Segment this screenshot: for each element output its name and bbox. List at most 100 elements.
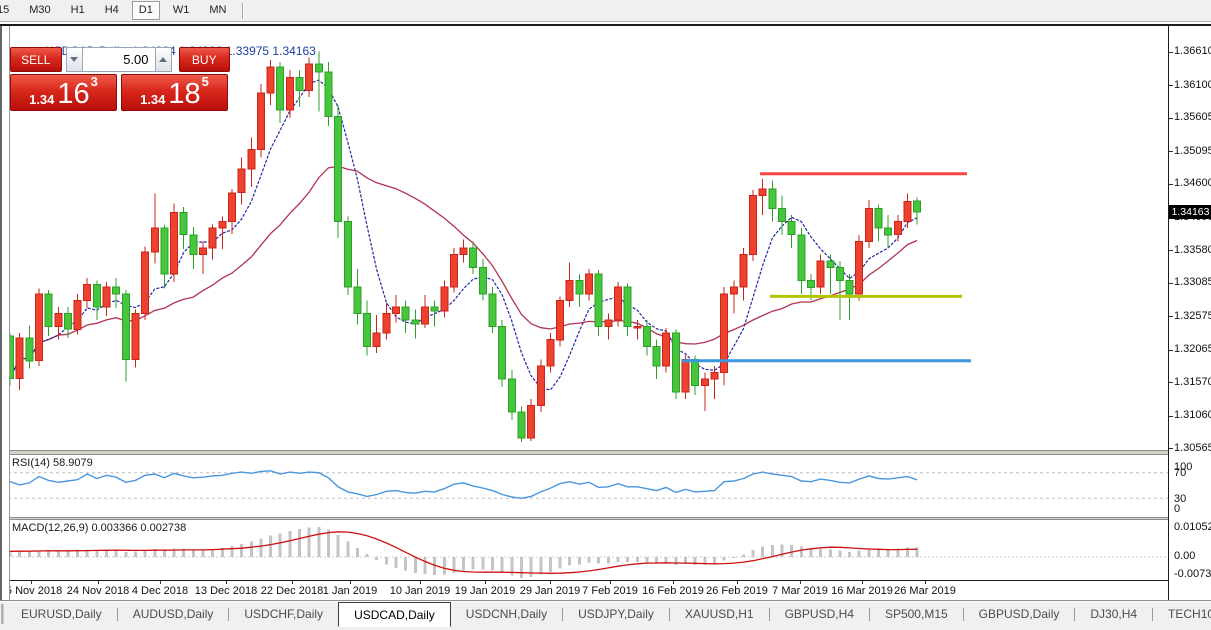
price-axis[interactable]: 1.366101.361001.356051.350951.346001.340… (1168, 26, 1211, 600)
timeframe-button-d1[interactable]: D1 (131, 1, 160, 20)
timeframe-button-h1[interactable]: H1 (70, 4, 85, 16)
buy-price-display[interactable]: 1.34 18 5 (121, 74, 228, 111)
tab-eurusd-daily[interactable]: EURUSD,Daily (21, 607, 102, 621)
buy-button[interactable]: BUY (178, 47, 230, 72)
price-tick (1169, 382, 1173, 383)
panel-separator[interactable] (0, 450, 1211, 455)
rsi-panel[interactable]: RSI(14) 58.9079 (8, 455, 1168, 517)
tab-usdchf-daily[interactable]: USDCHF,Daily (244, 607, 324, 621)
tab-separator (768, 607, 770, 621)
macd-scale-label: 0.00 (1174, 550, 1196, 562)
date-tick (31, 581, 32, 584)
date-tick (737, 581, 738, 584)
status-strip (0, 626, 1211, 630)
price-axis-label: 1.31570 (1174, 376, 1211, 388)
macd-scale-label: -0.0073 (1174, 568, 1211, 580)
price-axis-label: 1.35605 (1174, 111, 1211, 123)
price-axis-label: 1.35095 (1174, 145, 1211, 157)
buy-price-pips: 18 (168, 78, 201, 110)
timeframe-button-h4[interactable]: H4 (104, 4, 119, 16)
date-tick (925, 581, 926, 584)
date-axis-label: 7 Feb 2019 (582, 585, 638, 597)
rsi-scale-label: 30 (1174, 493, 1187, 505)
date-tick (550, 581, 551, 584)
tab-xauusd-h1[interactable]: XAUUSD,H1 (684, 607, 754, 621)
sell-price-base: 1.34 (29, 92, 55, 107)
price-axis-label: 1.30565 (1174, 442, 1211, 454)
tab-dj30-h4[interactable]: DJ30,H4 (1090, 607, 1138, 621)
date-axis-label: 26 Feb 2019 (706, 585, 768, 597)
tab-separator (1074, 607, 1076, 621)
date-tick (160, 581, 161, 584)
price-tick (1169, 52, 1173, 53)
macd-label: MACD(12,26,9) 0.003366 0.002738 (12, 522, 187, 534)
tab-gbpusd-daily[interactable]: GBPUSD,Daily (978, 607, 1060, 621)
date-axis-label: 22 Dec 2018 (260, 585, 324, 597)
rsi-label: RSI(14) 58.9079 (12, 457, 93, 469)
price-chart[interactable] (8, 26, 1168, 450)
tab-separator (562, 607, 564, 621)
date-axis-label: 13 Dec 2018 (194, 585, 258, 597)
price-tick (1169, 416, 1173, 417)
price-tick (1169, 184, 1173, 185)
volume-decrease-button[interactable] (65, 47, 83, 72)
price-axis-label: 1.32575 (1174, 310, 1211, 322)
tab-separator (868, 607, 870, 621)
chart-window[interactable]: ▲USDCAD,Daily 1.34334 1.34386 1.33975 1.… (0, 24, 1211, 601)
tab-usdjpy-daily[interactable]: USDJPY,Daily (578, 607, 654, 621)
price-axis-label: 1.33580 (1174, 244, 1211, 256)
timeframe-button-15[interactable]: 15 (0, 4, 10, 16)
date-tick (292, 581, 293, 584)
price-tick (1169, 283, 1173, 284)
rsi-scale-label: 0 (1174, 503, 1181, 515)
current-price-badge: 1.34163 (1169, 205, 1211, 219)
price-axis-label: 1.32065 (1174, 343, 1211, 355)
timeframe-toolbar: 15 M30 H1 H4 D1 W1 MN (0, 0, 1211, 22)
volume-increase-button[interactable] (154, 47, 172, 72)
timeframe-button-mn[interactable]: MN (209, 4, 227, 16)
window-left-frame (0, 26, 10, 600)
tab-audusd-daily[interactable]: AUDUSD,Daily (132, 607, 214, 621)
sell-button[interactable]: SELL (10, 47, 62, 72)
buy-price-point: 5 (201, 74, 209, 89)
panel-separator[interactable] (0, 517, 1211, 520)
date-axis-label: 24 Nov 2018 (66, 585, 130, 597)
macd-plot (8, 527, 1168, 578)
timeframe-button-m30[interactable]: M30 (29, 4, 51, 16)
date-axis[interactable]: 15 Nov 2018 24 Nov 2018 4 Dec 2018 13 Dec 2… (0, 580, 1168, 601)
volume-input[interactable] (82, 47, 155, 72)
rsi-scale-label: 100 (1174, 461, 1193, 473)
sell-price-pips: 16 (57, 78, 90, 110)
price-axis-label: 1.31060 (1174, 409, 1211, 421)
price-axis-label: 1.33085 (1174, 276, 1211, 288)
toolbar-separator (242, 2, 244, 19)
date-axis-label: 1 Jan 2019 (322, 585, 378, 597)
triangle-up-icon (159, 57, 167, 62)
price-tick (1169, 448, 1173, 449)
one-click-trading-panel: SELL BUY 1.34 16 3 1.34 18 5 (10, 47, 230, 111)
price-tick (1169, 316, 1173, 317)
date-axis-label: 15 Nov 2018 (0, 585, 63, 597)
tab-usdcnh-daily[interactable]: USDCNH,Daily (465, 607, 548, 621)
date-axis-label: 10 Jan 2019 (389, 585, 451, 597)
price-axis-label: 1.34600 (1174, 177, 1211, 189)
buy-price-base: 1.34 (140, 92, 166, 107)
date-axis-label: 29 Jan 2019 (519, 585, 581, 597)
date-axis-label: 7 Mar 2019 (772, 585, 828, 597)
triangle-down-icon (70, 57, 78, 62)
tab-gbpusd-h4[interactable]: GBPUSD,H4 (784, 607, 854, 621)
sell-price-display[interactable]: 1.34 16 3 (10, 74, 117, 111)
timeframe-button-w1[interactable]: W1 (172, 4, 190, 16)
tab-usdcad-daily[interactable]: USDCAD,Daily (338, 602, 451, 627)
tab-sp500-m15[interactable]: SP500,M15 (884, 607, 948, 621)
tab-tech100-h1[interactable]: TECH100,H1 (1168, 607, 1211, 621)
date-axis-label: 19 Jan 2019 (454, 585, 516, 597)
tab-bar-grip[interactable] (1, 604, 4, 624)
macd-panel[interactable]: MACD(12,26,9) 0.003366 0.002738 (8, 520, 1168, 580)
price-tick (1169, 350, 1173, 351)
price-tick (1169, 85, 1173, 86)
price-axis-label: 1.36610 (1174, 45, 1211, 57)
rsi-plot (8, 470, 1168, 500)
tab-separator (668, 607, 670, 621)
macd-scale-label: 0.010525 (1174, 521, 1211, 533)
